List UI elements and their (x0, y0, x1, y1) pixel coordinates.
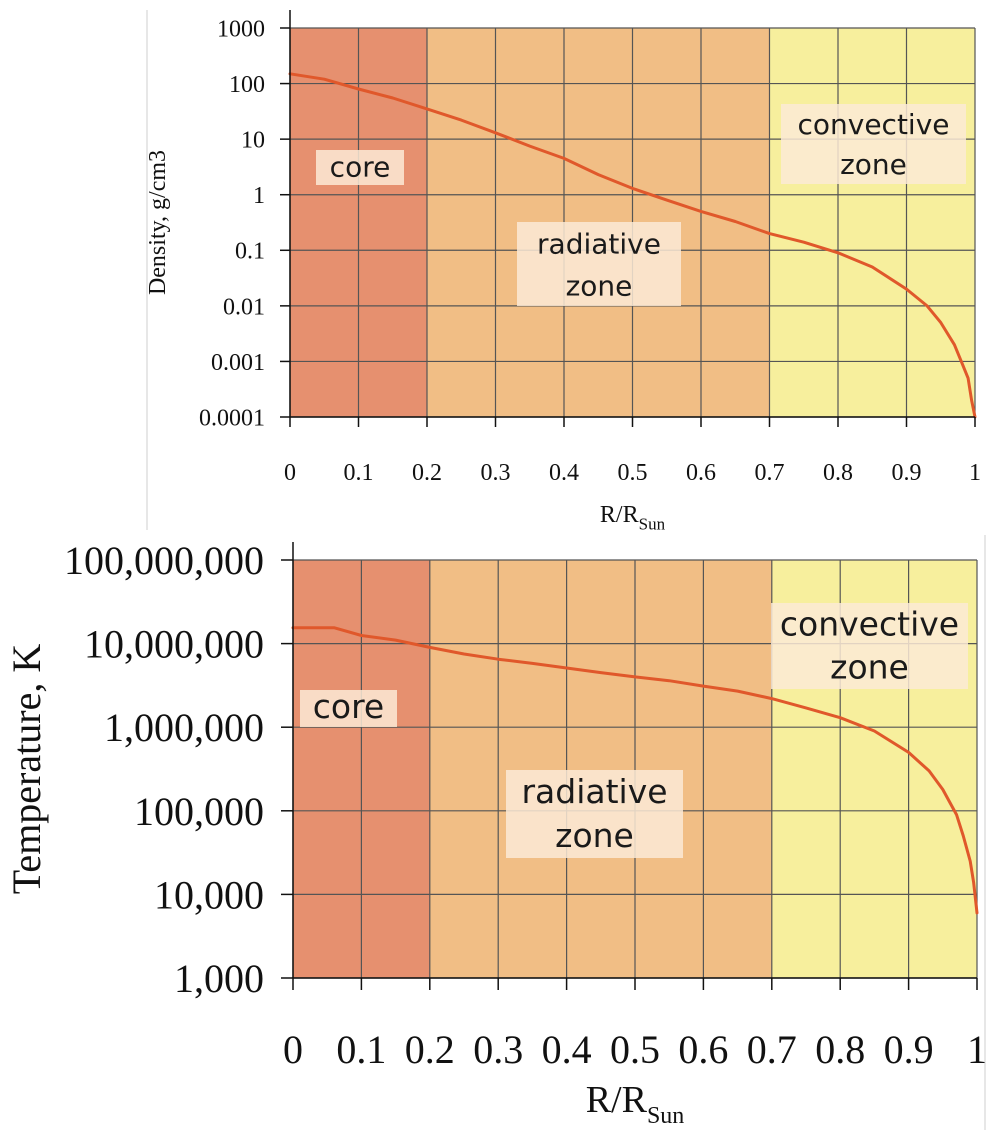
zone-convective-label-box (771, 603, 968, 689)
x-tick-label: 0.4 (542, 1027, 592, 1072)
zone-radiative-label-box (506, 770, 683, 858)
y-tick-label: 0.01 (223, 294, 265, 320)
x-tick-label: 0.4 (549, 460, 579, 486)
x-tick-label: 0.5 (618, 460, 648, 486)
zone-convective-band (769, 28, 975, 417)
x-tick-label: 0.3 (481, 460, 511, 486)
x-axis-label-subscript: Sun (647, 1103, 684, 1129)
x-tick-label: 0.3 (473, 1027, 523, 1072)
x-tick-label: 0.8 (823, 460, 853, 486)
x-tick-label: 0 (283, 1027, 303, 1072)
x-tick-label: 0.9 (884, 1027, 934, 1072)
x-axis-label: R/RSun (600, 502, 666, 534)
zone-convective-label: zone (840, 148, 907, 181)
x-tick-label: 0.5 (610, 1027, 660, 1072)
x-tick-label: 1 (967, 1027, 987, 1072)
x-tick-label: 0.2 (412, 460, 442, 486)
y-axis-label: Temperature, K (4, 644, 49, 895)
zone-core-label: core (330, 150, 391, 183)
y-tick-label: 1 (253, 183, 265, 209)
x-tick-label: 0.1 (336, 1027, 386, 1072)
y-tick-label: 0.0001 (199, 405, 265, 431)
y-tick-label: 1000 (217, 16, 265, 42)
y-tick-label: 1,000 (174, 956, 264, 1001)
zone-convective-label: convective (797, 108, 949, 141)
zone-radiative-label: radiative (521, 772, 667, 811)
y-tick-label: 100,000 (134, 789, 264, 834)
x-tick-label: 0.9 (892, 460, 922, 486)
zone-radiative-label: radiative (537, 228, 661, 261)
zone-radiative-label: zone (566, 270, 633, 303)
zone-radiative-label-box (517, 222, 681, 306)
x-tick-label: 0.1 (344, 460, 374, 486)
zone-convective-label-box (781, 104, 966, 184)
y-tick-label: 1,000,000 (104, 705, 264, 750)
series-line (288, 72, 977, 419)
y-tick-label: 100,000,000 (64, 538, 264, 583)
zone-convective-label: zone (830, 647, 909, 686)
x-tick-label: 0.8 (815, 1027, 865, 1072)
x-tick-label: 0.2 (405, 1027, 455, 1072)
y-tick-label: 0.1 (235, 239, 265, 265)
x-axis-label-main: R/R (600, 502, 639, 528)
x-tick-label: 0 (284, 460, 296, 486)
y-tick-label: 100 (229, 72, 265, 98)
zone-core-label: core (313, 687, 384, 726)
x-tick-label: 0.7 (747, 1027, 797, 1072)
x-tick-label: 1 (969, 460, 981, 486)
y-axis-label: Density, g/cm3 (145, 150, 171, 295)
x-axis-label-subscript: Sun (639, 515, 666, 534)
series-line (291, 626, 979, 915)
x-axis-label: R/RSun (586, 1079, 685, 1129)
temperature-chart: core radiative zone convective zone 100,000,0… (4, 538, 987, 1129)
x-tick-label: 0.7 (755, 460, 785, 486)
y-tick-label: 10,000,000 (84, 622, 264, 667)
zone-core-label-box (316, 150, 404, 185)
zone-convective-label: convective (780, 604, 959, 643)
zone-radiative-band (429, 560, 772, 978)
x-tick-label: 0.6 (686, 460, 716, 486)
zone-core-label-box (300, 690, 397, 727)
y-tick-label: 10,000 (154, 872, 264, 917)
zone-radiative-label: zone (555, 816, 634, 855)
x-tick-label: 0.6 (678, 1027, 728, 1072)
y-tick-label: 10 (241, 128, 265, 154)
x-axis-label-main: R/R (586, 1079, 648, 1121)
y-tick-label: 0.001 (211, 350, 265, 376)
density-chart: coreradiativezoneconvectivezone100010010… (145, 10, 981, 534)
